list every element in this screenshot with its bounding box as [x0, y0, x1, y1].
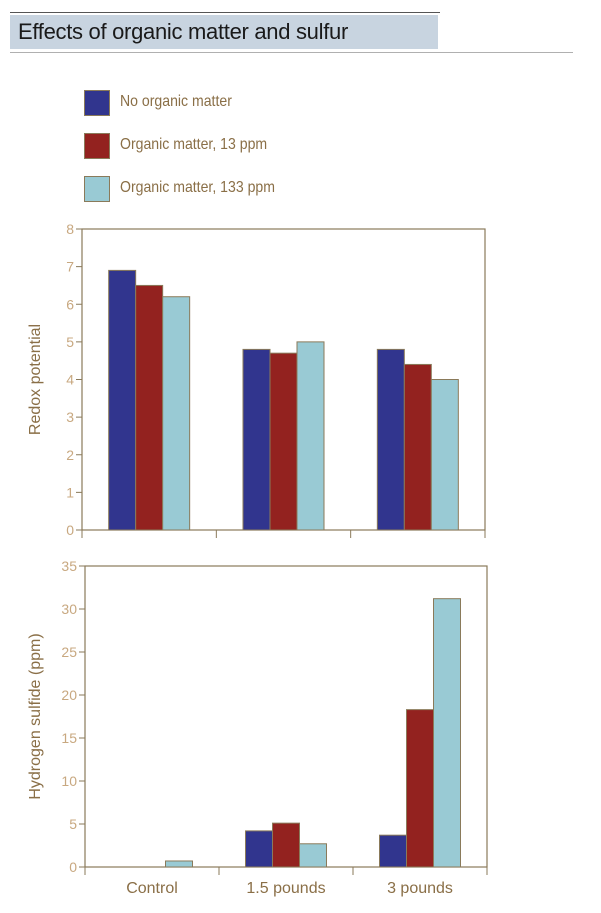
bar — [433, 598, 461, 868]
y-tick-label: 25 — [61, 644, 77, 660]
y-tick-label: 30 — [61, 601, 77, 617]
legend-swatch — [84, 176, 110, 202]
bar — [162, 296, 191, 531]
y-tick-label: 0 — [66, 522, 74, 538]
legend-label: Organic matter, 13 ppm — [120, 136, 268, 153]
title-banner: Effects of organic matter and sulfur — [10, 15, 438, 49]
y-tick-label: 35 — [61, 558, 77, 574]
x-category-label: Control — [126, 880, 178, 897]
bar — [406, 709, 434, 868]
bar — [430, 379, 459, 531]
bar — [403, 363, 432, 531]
bar — [269, 352, 298, 531]
y-tick-label: 6 — [66, 296, 74, 312]
y-tick-label: 0 — [69, 859, 77, 875]
y-tick-label: 1 — [66, 484, 74, 500]
y-tick-label: 4 — [66, 372, 74, 388]
title-top-rule — [10, 12, 440, 13]
bar — [376, 348, 405, 531]
y-axis-title: Hydrogen sulfide (ppm) — [27, 633, 44, 799]
legend-swatch — [84, 133, 110, 159]
redox-potential-chart: 0 1 2 3 4 5 6 7 8 Redox potential — [27, 221, 486, 538]
bar — [242, 348, 271, 531]
title-bottom-rule — [10, 52, 573, 53]
page-title: Effects of organic matter and sulfur — [18, 19, 348, 44]
y-tick-label: 8 — [66, 221, 74, 237]
y-tick-label: 20 — [61, 687, 77, 703]
y-tick-label: 5 — [66, 334, 74, 350]
legend-swatch — [84, 90, 110, 116]
bar — [245, 830, 273, 868]
bar — [272, 822, 300, 868]
bar — [379, 834, 407, 868]
y-tick-label: 10 — [61, 773, 77, 789]
hydrogen-sulfide-chart: 0 5 10 15 20 25 30 35 Control 1.5 pounds 3 pounds H… — [27, 558, 488, 897]
y-tick-label: 2 — [66, 447, 74, 463]
bar — [299, 843, 327, 868]
y-tick-label: 15 — [61, 730, 77, 746]
y-tick-label: 3 — [66, 409, 74, 425]
x-category-label: 3 pounds — [387, 880, 453, 897]
y-axis-title: Redox potential — [27, 324, 44, 435]
y-tick-label: 7 — [66, 259, 74, 275]
bar — [108, 269, 137, 531]
x-category-label: 1.5 pounds — [246, 880, 325, 897]
y-tick-label: 5 — [69, 816, 77, 832]
legend-label: Organic matter, 133 ppm — [120, 179, 275, 196]
bar — [296, 341, 325, 531]
bar — [135, 284, 164, 531]
legend-label: No organic matter — [120, 93, 232, 110]
bar — [165, 860, 193, 868]
